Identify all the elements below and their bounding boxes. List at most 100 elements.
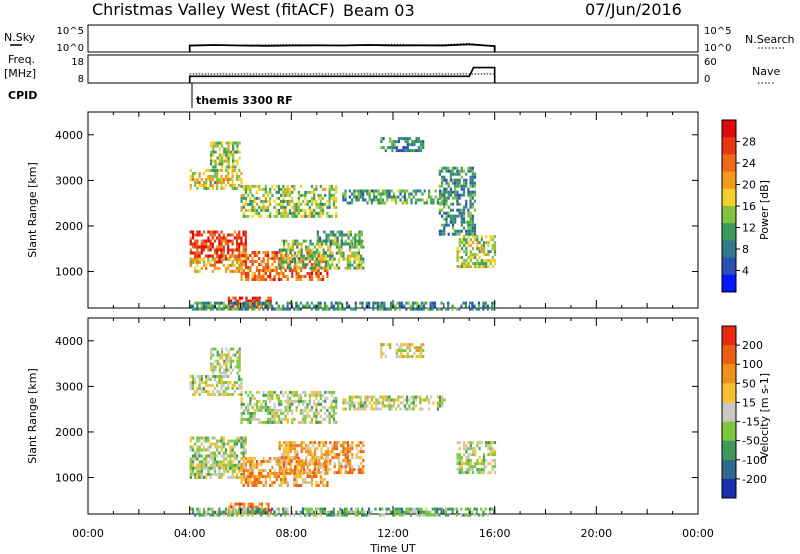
power-cell xyxy=(258,211,261,215)
velocity-cell xyxy=(258,475,261,478)
power-cell xyxy=(269,275,272,278)
power-cell xyxy=(238,302,241,306)
velocity-cell xyxy=(304,393,307,397)
velocity-cell xyxy=(400,513,404,517)
velocity-cell xyxy=(415,346,418,350)
velocity-cell xyxy=(421,407,424,411)
power-cell xyxy=(282,263,285,266)
velocity-cell xyxy=(380,349,383,353)
velocity-cell xyxy=(212,365,215,369)
velocity-cell xyxy=(269,411,272,415)
velocity-cell xyxy=(485,444,488,448)
velocity-cell xyxy=(309,459,312,463)
power-cell xyxy=(451,169,455,173)
power-cell xyxy=(253,184,256,188)
power-cell xyxy=(464,304,467,308)
power-ytick-label: 4000 xyxy=(55,129,83,142)
power-cell xyxy=(222,245,225,249)
time-tick-label: 16:00 xyxy=(479,527,511,540)
velocity-cell xyxy=(209,457,212,461)
velocity-cell xyxy=(211,375,214,378)
power-cell xyxy=(489,235,492,239)
power-cell xyxy=(249,196,252,200)
velocity-cell xyxy=(406,407,409,411)
power-cell xyxy=(434,195,437,199)
velocity-cell xyxy=(349,450,352,454)
power-cell xyxy=(482,247,486,251)
velocity-cell xyxy=(300,459,303,463)
velocity-cell xyxy=(288,402,292,406)
power-cell xyxy=(454,220,457,224)
velocity-cell xyxy=(439,401,442,405)
power-cell xyxy=(366,201,369,205)
power-cell xyxy=(441,199,444,203)
velocity-cell xyxy=(277,510,280,514)
power-cell xyxy=(456,247,459,251)
velocity-cell xyxy=(231,387,234,390)
power-cell xyxy=(451,220,455,224)
velocity-cell xyxy=(238,466,241,470)
power-cell xyxy=(439,189,442,193)
velocity-cell xyxy=(375,398,378,402)
power-cell xyxy=(476,265,479,269)
velocity-cell xyxy=(287,441,290,445)
velocity-cell xyxy=(282,393,285,397)
power-colorbar-swatch xyxy=(722,257,736,276)
power-cell xyxy=(317,193,320,197)
power-cell xyxy=(376,301,379,305)
power-cell xyxy=(266,269,270,272)
velocity-cell xyxy=(313,441,316,445)
velocity-cell xyxy=(220,475,223,479)
velocity-cell xyxy=(266,510,269,514)
velocity-cell xyxy=(238,347,241,351)
power-cell xyxy=(296,266,299,270)
velocity-cell xyxy=(359,401,362,405)
power-cell xyxy=(471,169,474,173)
velocity-cell xyxy=(467,462,470,466)
velocity-cell xyxy=(317,420,320,424)
velocity-cell xyxy=(225,353,228,357)
power-cell xyxy=(469,232,472,236)
velocity-cell xyxy=(258,463,261,466)
power-cell xyxy=(327,236,330,240)
power-cell xyxy=(403,304,406,308)
power-cell xyxy=(332,242,335,246)
velocity-cell xyxy=(244,390,248,394)
power-cell xyxy=(386,146,390,150)
velocity-cell xyxy=(287,468,290,472)
power-cell xyxy=(227,162,230,166)
power-cell xyxy=(329,242,333,246)
velocity-cell xyxy=(295,408,298,412)
velocity-cell xyxy=(365,513,368,517)
power-cell xyxy=(332,187,336,191)
power-cell xyxy=(251,199,254,203)
velocity-cell xyxy=(258,478,261,481)
power-cell xyxy=(478,247,481,251)
velocity-ytick-label: 4000 xyxy=(55,335,83,348)
power-cell xyxy=(223,153,226,157)
power-cell xyxy=(384,201,387,205)
velocity-cell xyxy=(400,349,403,353)
power-cell xyxy=(218,233,221,237)
power-cell xyxy=(275,208,278,212)
power-cell xyxy=(456,229,459,233)
velocity-cell xyxy=(484,507,487,511)
velocity-cell xyxy=(299,393,303,397)
power-cell xyxy=(285,260,288,264)
power-cell xyxy=(224,304,228,308)
power-cell xyxy=(370,189,373,193)
velocity-cell xyxy=(287,453,290,457)
velocity-cell xyxy=(212,371,215,375)
power-cell xyxy=(200,266,203,270)
velocity-cell xyxy=(322,468,325,472)
power-cell xyxy=(328,193,331,197)
power-cell xyxy=(469,226,472,230)
velocity-cell xyxy=(316,471,319,475)
power-cell xyxy=(379,198,382,202)
velocity-cell xyxy=(299,396,303,400)
power-cell xyxy=(319,199,322,203)
velocity-cell xyxy=(277,507,280,511)
velocity-cell xyxy=(471,465,475,469)
velocity-cell xyxy=(200,448,203,452)
power-cell xyxy=(317,301,320,305)
